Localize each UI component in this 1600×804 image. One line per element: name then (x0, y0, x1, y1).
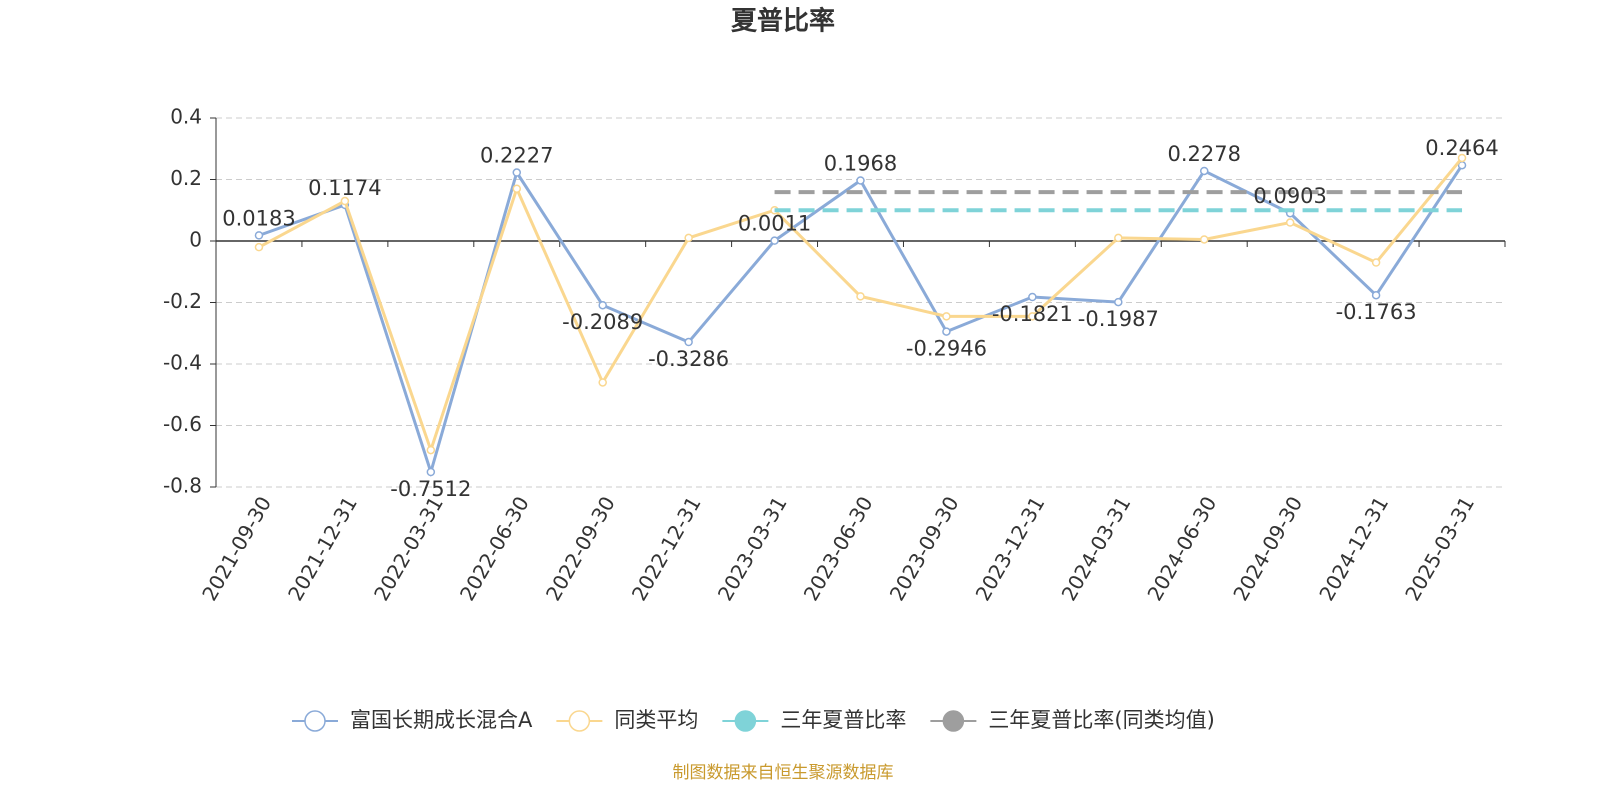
point (1457, 153, 1467, 163)
data-label: -0.1821 (992, 302, 1073, 326)
x-tick-label: 2022-12-31 (627, 492, 706, 605)
point (254, 231, 264, 240)
point (1371, 258, 1381, 267)
point (512, 168, 522, 177)
data-label: -0.7512 (390, 477, 471, 501)
data-label: -0.1763 (1336, 300, 1417, 324)
chart-title: 夏普比率 (731, 6, 835, 37)
data-label: 0.1968 (824, 151, 897, 175)
legend-label: 富国长期成长混合A (350, 708, 533, 732)
point (1199, 235, 1209, 244)
legend-label: 三年夏普比率 (780, 708, 906, 732)
data-label: 0.1174 (308, 176, 381, 200)
legend-symbol (734, 710, 757, 732)
x-tick-label: 2023-03-31 (713, 492, 792, 605)
point (684, 337, 693, 347)
point (856, 176, 865, 185)
point (512, 184, 522, 193)
data-label: -0.2946 (906, 337, 987, 361)
x-tick-label: 2024-12-31 (1314, 492, 1393, 605)
point (1114, 297, 1123, 307)
data-label: 0.2464 (1425, 136, 1498, 160)
x-tick-label: 2022-06-30 (455, 492, 534, 605)
x-tick-label: 2025-03-31 (1400, 492, 1479, 605)
y-tick-label: -0.2 (163, 289, 202, 313)
legend-symbol (304, 710, 326, 732)
point (942, 327, 951, 336)
data-label: 0.2227 (480, 144, 553, 168)
point (1114, 233, 1123, 243)
point (942, 312, 951, 321)
x-tick-label: 2023-12-31 (971, 492, 1050, 605)
point (1199, 166, 1209, 176)
point (1028, 312, 1037, 321)
point (684, 233, 693, 243)
data-label: 0.0903 (1253, 184, 1326, 208)
source-note: 制图数据来自恒生聚源数据库 (673, 763, 894, 783)
point (598, 300, 607, 310)
y-tick-label: 0 (189, 228, 202, 252)
y-tick-label: 0.2 (170, 166, 202, 190)
y-tick-label: -0.6 (163, 412, 202, 436)
legend-label: 同类平均 (614, 708, 698, 732)
point (598, 378, 607, 387)
point (340, 196, 350, 206)
x-tick-label: 2024-06-30 (1142, 492, 1221, 605)
x-tick-label: 2021-09-30 (197, 492, 276, 605)
point (254, 242, 264, 252)
x-tick-label: 2023-09-30 (885, 492, 964, 605)
data-label: 0.2278 (1167, 142, 1240, 166)
x-tick-label: 2024-03-31 (1056, 492, 1135, 605)
x-tick-label: 2021-12-31 (283, 492, 362, 605)
x-tick-label: 2022-09-30 (541, 492, 620, 605)
point (426, 467, 436, 477)
point (1371, 290, 1381, 300)
point (426, 445, 436, 455)
data-label: 0.0011 (738, 212, 811, 236)
x-tick-label: 2023-06-30 (799, 492, 878, 605)
data-label: 0.0183 (222, 206, 295, 230)
y-tick-label: 0.4 (170, 105, 202, 129)
data-label: -0.2089 (562, 310, 643, 334)
point (1028, 292, 1037, 302)
point (1285, 218, 1295, 227)
legend-label: 三年夏普比率(同类均值) (988, 708, 1214, 732)
y-tick-label: -0.8 (163, 474, 202, 498)
data-label: -0.3286 (648, 347, 729, 371)
x-tick-label: 2022-03-31 (369, 492, 448, 605)
legend-symbol (568, 710, 591, 732)
legend-symbol (942, 710, 965, 732)
data-label: -0.1987 (1078, 307, 1159, 331)
y-tick-label: -0.4 (163, 351, 202, 375)
point (770, 236, 779, 245)
point (856, 292, 865, 301)
x-tick-label: 2024-09-30 (1228, 492, 1307, 605)
